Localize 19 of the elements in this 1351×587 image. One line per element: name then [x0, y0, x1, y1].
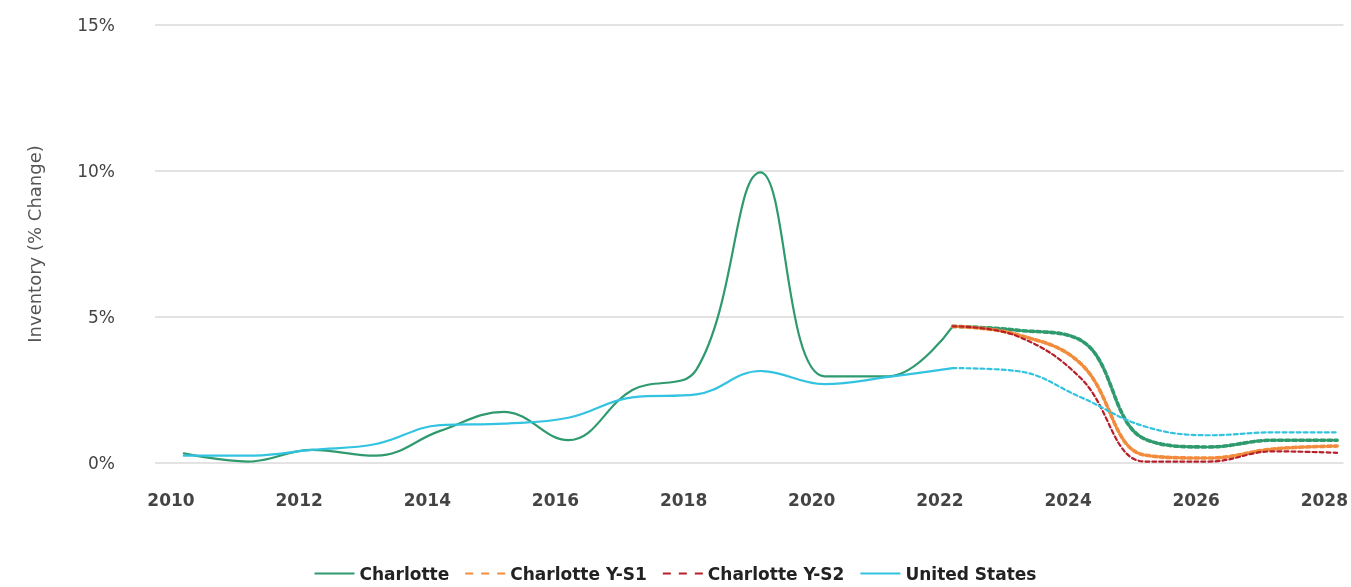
x-tick-label: 2018	[659, 489, 708, 510]
x-tick-label: 2012	[275, 489, 323, 510]
x-tick-label: 2014	[403, 489, 452, 510]
y-tick-label: 10%	[77, 161, 115, 181]
legend-label: Charlotte Y-S1	[510, 563, 647, 584]
x-tick-label: 2028	[1300, 489, 1349, 510]
x-tick-label: 2024	[1044, 489, 1092, 510]
x-tick-label: 2020	[788, 489, 836, 510]
y-tick-label: 15%	[77, 15, 115, 35]
y-tick-label: 5%	[88, 307, 115, 327]
x-tick-label: 2010	[147, 489, 195, 510]
legend-label: Charlotte	[359, 563, 450, 584]
legend-label: Charlotte Y-S2	[707, 563, 845, 584]
legend-label: United States	[905, 563, 1037, 584]
x-tick-label: 2016	[531, 489, 580, 510]
x-tick-label: 2022	[916, 489, 964, 510]
y-axis-title: Inventory (% Change)	[23, 145, 45, 343]
y-tick-label: 0%	[88, 453, 115, 473]
x-tick-label: 2026	[1172, 489, 1220, 510]
